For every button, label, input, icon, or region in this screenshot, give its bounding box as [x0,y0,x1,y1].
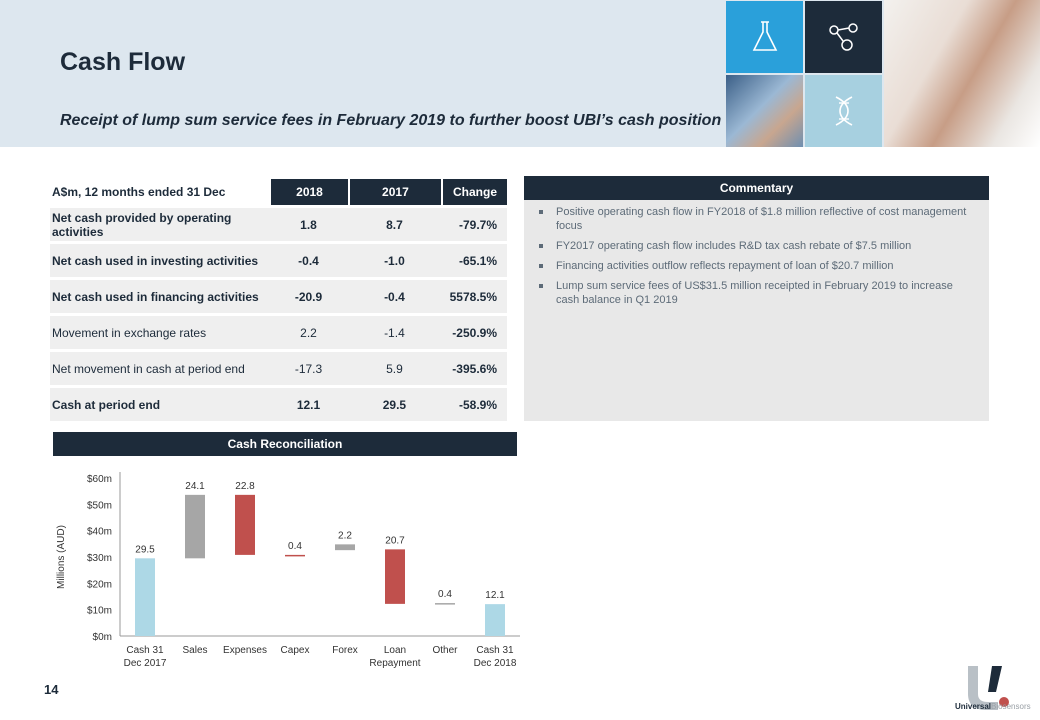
row-label: Cash at period end [50,388,270,421]
waterfall-bar [285,554,305,557]
waterfall-bar [185,494,205,559]
row-2018: 2.2 [269,316,348,349]
row-label: Movement in exchange rates [50,316,270,349]
waterfall-bar [485,604,505,636]
scientist-photo [884,0,1040,147]
row-2017: 5.9 [347,352,442,385]
table-header-row: A$m, 12 months ended 31 Dec 2018 2017 Ch… [50,179,507,205]
bar-data-label: 24.1 [185,481,205,492]
x-tick-label: Repayment [369,658,420,669]
logo-word-bold: Universal [955,702,992,711]
bar-data-label: 2.2 [338,530,352,541]
logo-wordmark: UniversalBiosensors [955,702,1031,711]
table-header-2017: 2017 [347,179,442,205]
x-tick-label: Capex [281,645,310,656]
table-row: Net cash provided by operating activitie… [50,208,507,241]
waterfall-bar [435,603,455,605]
network-icon [828,23,858,51]
commentary-panel: Positive operating cash flow in FY2018 o… [524,200,989,421]
row-change: 5578.5% [441,280,507,313]
row-change: -79.7% [441,208,507,241]
row-2017: -1.0 [347,244,442,277]
row-label: Net cash used in financing activities [50,280,270,313]
row-label: Net cash provided by operating activitie… [50,208,270,241]
bar-data-label: 0.4 [438,589,452,600]
x-tick-label: Expenses [223,645,267,656]
waterfall-bar [135,558,155,636]
cash-flow-table: A$m, 12 months ended 31 Dec 2018 2017 Ch… [50,176,507,424]
x-tick-label: Cash 31 [476,645,514,656]
bar-data-label: 12.1 [485,590,505,601]
universal-biosensors-logo [968,666,1009,710]
flask-tile [726,1,803,73]
row-2018: 1.8 [269,208,348,241]
table-row: Net cash used in investing activities -0… [50,244,507,277]
row-2018: 12.1 [269,388,348,421]
bar-data-label: 20.7 [385,535,405,546]
table-row: Net movement in cash at period end -17.3… [50,352,507,385]
waterfall-bar [385,549,405,604]
commentary-bullet: Financing activities outflow reflects re… [539,259,977,273]
y-tick-label: $10m [87,606,112,617]
chart-title: Cash Reconciliation [53,432,517,456]
commentary-header: Commentary [524,176,989,200]
y-tick-label: $60m [87,474,112,485]
row-2017: 8.7 [347,208,442,241]
logo-word-light: Biosensors [991,702,1031,711]
cash-reconciliation-chart: Millions (AUD) $0m $10m $20m $30m $40m $50m $60… [56,472,520,669]
table-row: Net cash used in financing activities -2… [50,280,507,313]
row-2017: 29.5 [347,388,442,421]
waterfall-bar [335,544,355,551]
lab-hands-photo [726,75,803,147]
table-row: Cash at period end 12.1 29.5 -58.9% [50,388,507,421]
bar-data-label: 0.4 [288,541,302,552]
table-header-label: A$m, 12 months ended 31 Dec [52,185,226,199]
page-subtitle: Receipt of lump sum service fees in Febr… [60,112,722,129]
waterfall-bar [235,494,255,555]
bar-data-label: 29.5 [135,544,155,555]
flask-icon [752,21,777,51]
y-tick-label: $50m [87,500,112,511]
row-2018: -0.4 [269,244,348,277]
x-tick-label: Cash 31 [126,645,164,656]
commentary-bullet: FY2017 operating cash flow includes R&D … [539,239,977,253]
y-axis-label: Millions (AUD) [56,525,67,589]
page-title: Cash Flow [60,48,186,76]
row-label: Net cash used in investing activities [50,244,270,277]
y-tick-label: $30m [87,553,112,564]
dna-icon [835,96,852,126]
row-2018: -17.3 [269,352,348,385]
y-tick-label: $40m [87,527,112,538]
table-header-2018: 2018 [269,179,348,205]
x-tick-label: Dec 2018 [474,658,517,669]
x-tick-label: Loan [384,645,406,656]
row-2017: -1.4 [347,316,442,349]
x-tick-label: Sales [182,645,207,656]
row-label: Net movement in cash at period end [50,352,270,385]
row-change: -58.9% [441,388,507,421]
dna-tile [805,75,882,147]
x-tick-label: Dec 2017 [124,658,167,669]
commentary-list: Positive operating cash flow in FY2018 o… [524,200,989,307]
y-tick-label: $20m [87,579,112,590]
x-tick-label: Other [432,645,458,656]
y-tick-label: $0m [93,632,112,643]
x-tick-label: Forex [332,645,358,656]
page-number: 14 [44,682,59,697]
bar-data-label: 22.8 [235,481,255,492]
row-2017: -0.4 [347,280,442,313]
row-2018: -20.9 [269,280,348,313]
row-change: -250.9% [441,316,507,349]
network-tile [805,1,882,73]
commentary-bullet: Positive operating cash flow in FY2018 o… [539,205,977,233]
commentary-bullet: Lump sum service fees of US$31.5 million… [539,279,977,307]
row-change: -65.1% [441,244,507,277]
row-change: -395.6% [441,352,507,385]
table-header-change: Change [441,179,507,205]
table-row: Movement in exchange rates 2.2 -1.4 -250… [50,316,507,349]
